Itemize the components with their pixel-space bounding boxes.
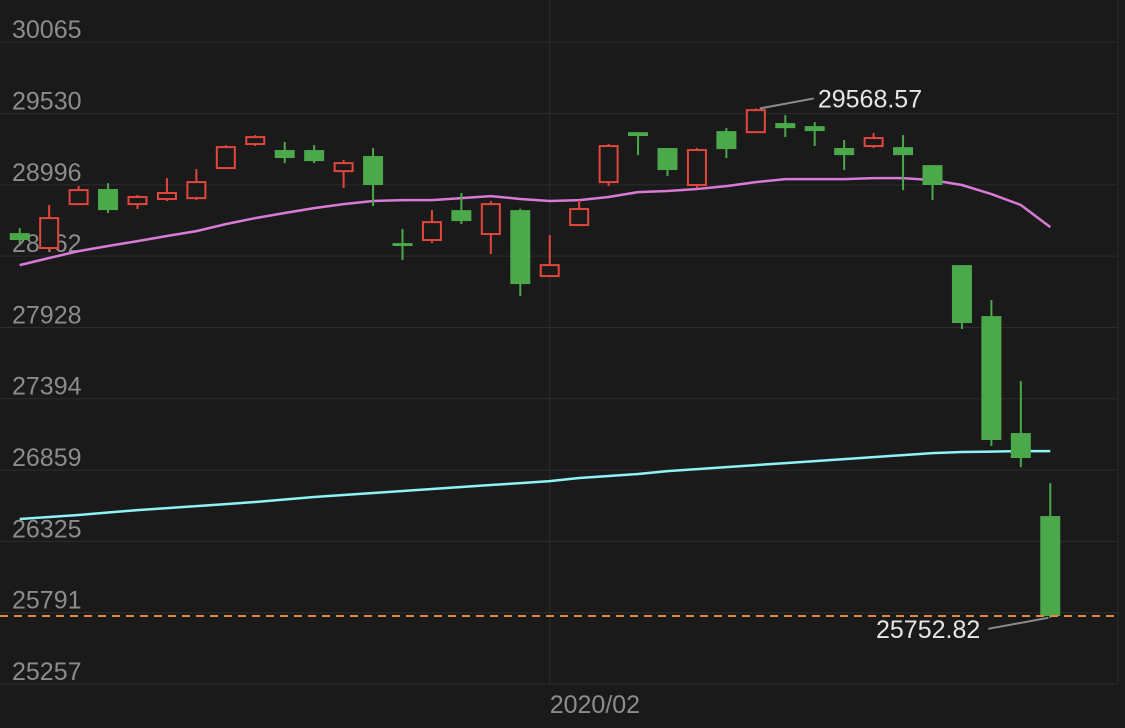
y-tick-label: 30065 — [12, 16, 82, 44]
y-tick-label: 25791 — [12, 587, 82, 615]
candle-body — [569, 208, 590, 227]
y-tick-label: 26325 — [12, 515, 82, 543]
candle-body — [363, 156, 384, 186]
candle-body — [245, 136, 266, 146]
candle-body — [333, 162, 354, 173]
y-tick-label: 27928 — [12, 301, 82, 329]
candle-body — [775, 123, 796, 129]
candle-body — [421, 221, 442, 242]
y-tick-label: 29530 — [12, 88, 82, 116]
candle-body — [127, 196, 148, 206]
candle-body — [39, 217, 60, 250]
candle-body — [1010, 433, 1031, 458]
candle-body — [893, 147, 914, 156]
low-annotation: 25752.82 — [876, 616, 980, 644]
candle-body — [304, 150, 325, 162]
y-tick-label: 26859 — [12, 444, 82, 472]
x-tick-label: 2020/02 — [550, 691, 640, 719]
candle-body — [686, 149, 707, 187]
candle-body — [98, 189, 119, 211]
candle-body — [1040, 516, 1061, 617]
candle-body — [981, 316, 1002, 440]
moving-average-line — [19, 449, 1051, 521]
y-tick-label: 28996 — [12, 159, 82, 187]
candle-body — [186, 181, 207, 200]
y-tick-label: 27394 — [12, 373, 82, 401]
moving-average-line — [19, 176, 1052, 267]
high-leader — [759, 97, 815, 110]
candle-body — [392, 243, 413, 247]
candle-body — [156, 192, 177, 201]
candle-body — [68, 189, 89, 206]
candle-body — [951, 265, 972, 324]
candle-body — [863, 137, 884, 148]
candle-body — [451, 210, 472, 222]
candle-body — [804, 126, 825, 132]
candle-body — [480, 203, 501, 236]
candle-body — [716, 131, 737, 150]
high-annotation: 29568.57 — [818, 85, 922, 113]
candle-body — [628, 132, 649, 137]
candle-body — [657, 148, 678, 171]
candle-body — [745, 109, 766, 134]
low-leader — [988, 616, 1049, 630]
candle-body — [598, 145, 619, 184]
candle-body — [9, 233, 30, 241]
candle-body — [510, 210, 531, 285]
candle-body — [834, 148, 855, 156]
candle-body — [539, 264, 560, 278]
candle-body — [922, 165, 943, 186]
candle-body — [215, 146, 236, 170]
y-tick-label: 25257 — [12, 658, 82, 686]
candle-body — [274, 150, 295, 159]
